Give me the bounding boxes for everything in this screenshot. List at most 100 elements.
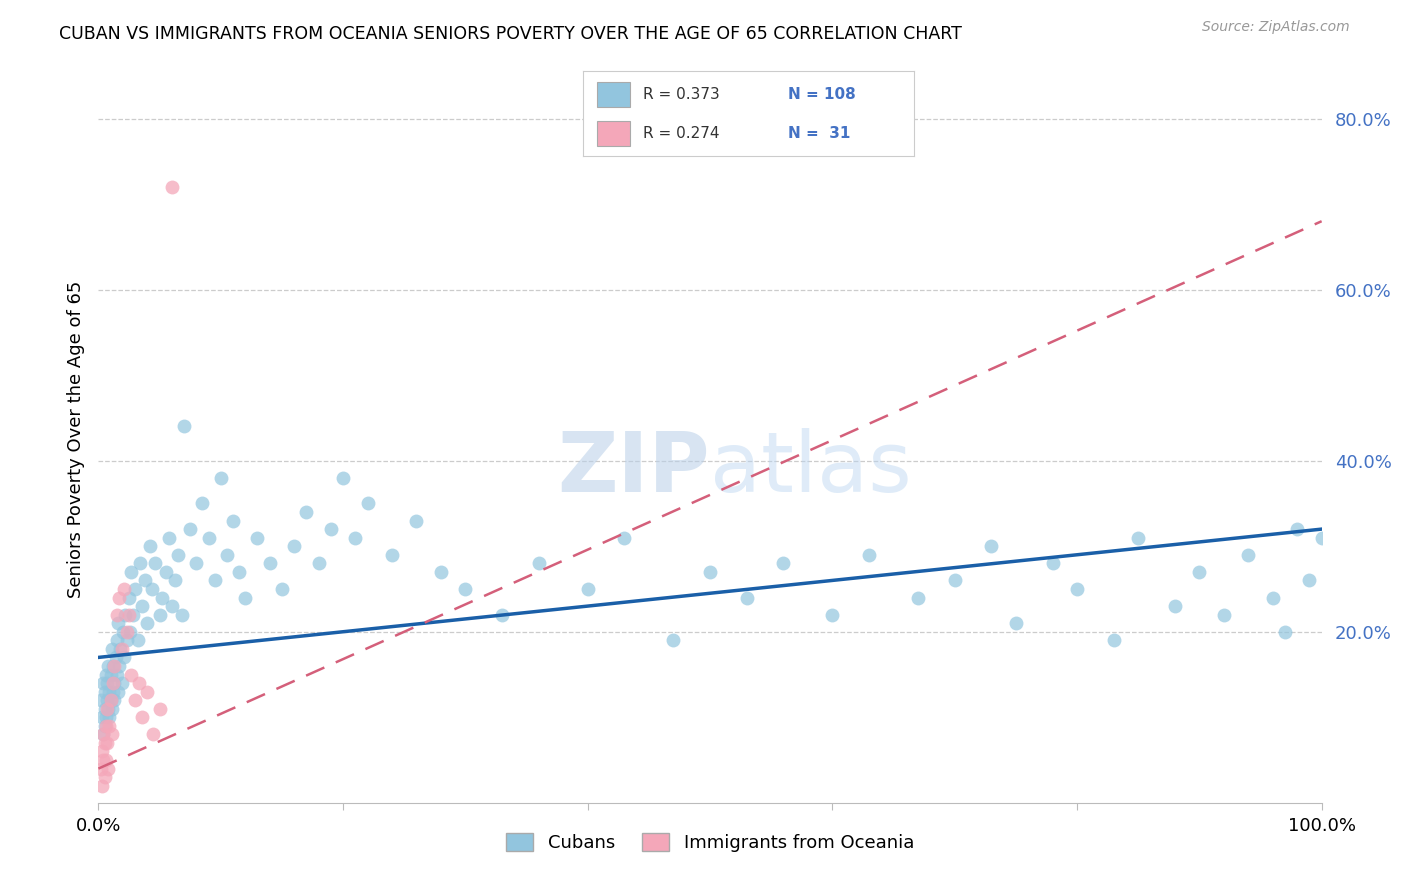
- Point: [120, 624, 142, 639]
- Point: [103, 693, 125, 707]
- Point: [94, 753, 117, 767]
- Point: [491, 607, 513, 622]
- Point: [91, 779, 114, 793]
- Point: [1261, 591, 1284, 605]
- Point: [101, 702, 124, 716]
- Point: [332, 471, 354, 485]
- Point: [97, 702, 120, 716]
- Point: [1237, 548, 1260, 562]
- Text: N = 108: N = 108: [789, 87, 856, 102]
- Point: [96, 693, 118, 707]
- Point: [283, 539, 305, 553]
- Point: [91, 727, 114, 741]
- Point: [111, 676, 134, 690]
- Point: [576, 582, 599, 596]
- Point: [527, 557, 550, 571]
- Point: [157, 531, 180, 545]
- Point: [100, 693, 122, 707]
- Point: [735, 591, 758, 605]
- Point: [613, 531, 636, 545]
- Point: [120, 565, 142, 579]
- Point: [98, 684, 121, 698]
- Point: [197, 531, 219, 545]
- Point: [110, 641, 132, 656]
- Point: [93, 702, 115, 716]
- Point: [270, 582, 294, 596]
- Point: [96, 676, 118, 690]
- Point: [108, 591, 131, 605]
- Point: [179, 522, 201, 536]
- Point: [173, 419, 195, 434]
- Point: [91, 744, 114, 758]
- Point: [131, 599, 153, 613]
- Point: [186, 557, 208, 571]
- Bar: [596, 81, 630, 107]
- Point: [93, 736, 115, 750]
- Point: [259, 557, 281, 571]
- Point: [233, 591, 256, 605]
- Point: [405, 514, 427, 528]
- Point: [124, 693, 146, 707]
- Point: [980, 539, 1002, 553]
- Point: [222, 514, 245, 528]
- Point: [170, 607, 193, 622]
- Point: [907, 591, 929, 605]
- Point: [821, 607, 844, 622]
- Point: [96, 702, 118, 716]
- Point: [356, 496, 378, 510]
- Point: [1042, 557, 1064, 571]
- Point: [100, 667, 122, 681]
- Point: [111, 624, 134, 639]
- Point: [209, 471, 232, 485]
- Point: [1274, 624, 1296, 639]
- Point: [430, 565, 453, 579]
- Point: [108, 659, 131, 673]
- Point: [91, 676, 114, 690]
- Point: [128, 676, 150, 690]
- Point: [381, 548, 404, 562]
- Point: [121, 607, 143, 622]
- Point: [115, 633, 138, 648]
- Point: [100, 693, 122, 707]
- Point: [101, 676, 124, 690]
- Text: CUBAN VS IMMIGRANTS FROM OCEANIA SENIORS POVERTY OVER THE AGE OF 65 CORRELATION : CUBAN VS IMMIGRANTS FROM OCEANIA SENIORS…: [59, 25, 962, 43]
- Point: [215, 548, 238, 562]
- Point: [112, 582, 135, 596]
- Point: [91, 753, 114, 767]
- Point: [1004, 616, 1026, 631]
- Point: [127, 633, 149, 648]
- Point: [93, 770, 115, 784]
- Point: [118, 607, 141, 622]
- Point: [107, 616, 129, 631]
- Point: [111, 641, 134, 656]
- Point: [107, 684, 129, 698]
- Point: [150, 591, 173, 605]
- Point: [124, 582, 146, 596]
- Point: [105, 633, 128, 648]
- Point: [118, 591, 141, 605]
- Point: [699, 565, 721, 579]
- Point: [149, 607, 172, 622]
- Point: [120, 667, 142, 681]
- Point: [141, 582, 163, 596]
- Point: [1212, 607, 1234, 622]
- Point: [90, 762, 112, 776]
- Point: [134, 574, 156, 588]
- Point: [142, 727, 165, 741]
- Point: [165, 574, 187, 588]
- Point: [454, 582, 477, 596]
- Point: [101, 641, 124, 656]
- Text: R = 0.373: R = 0.373: [643, 87, 720, 102]
- Point: [93, 719, 115, 733]
- Point: [772, 557, 794, 571]
- Point: [319, 522, 342, 536]
- Point: [160, 599, 183, 613]
- Point: [129, 557, 152, 571]
- Point: [1164, 599, 1187, 613]
- Point: [1188, 565, 1211, 579]
- Point: [94, 719, 117, 733]
- Point: [1286, 522, 1309, 536]
- Point: [295, 505, 318, 519]
- Point: [97, 762, 120, 776]
- Point: [139, 539, 162, 553]
